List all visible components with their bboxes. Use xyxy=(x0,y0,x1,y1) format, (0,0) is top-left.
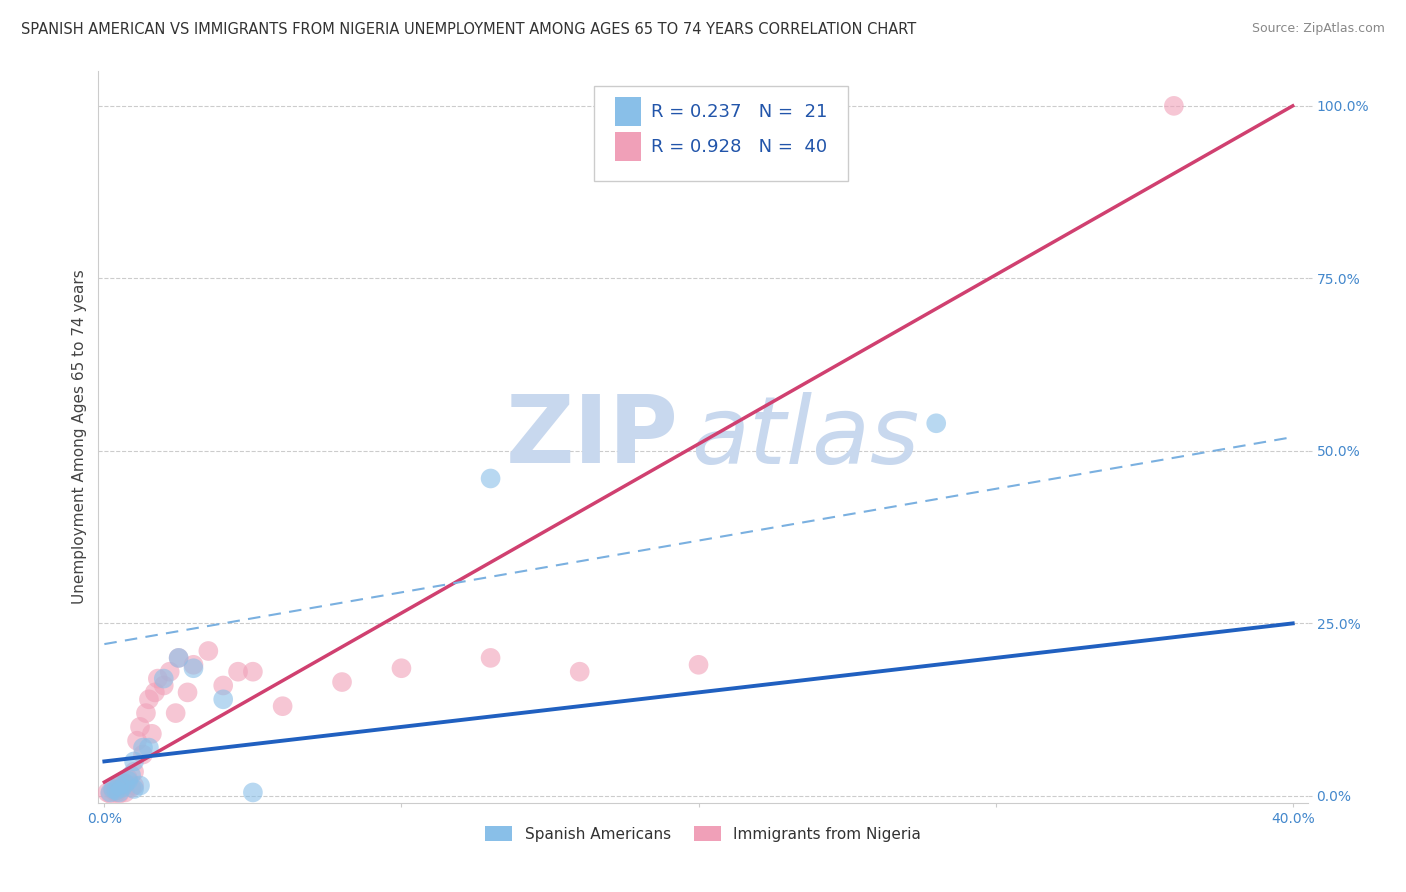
Point xyxy=(183,657,205,672)
Point xyxy=(111,780,134,795)
Point xyxy=(122,755,145,769)
Point xyxy=(1163,99,1185,113)
Bar xyxy=(614,97,641,127)
Point xyxy=(152,678,174,692)
Point xyxy=(111,775,134,789)
Point xyxy=(120,780,142,795)
Bar xyxy=(614,132,641,161)
Point xyxy=(212,692,235,706)
Point xyxy=(330,675,353,690)
Point xyxy=(688,657,710,672)
Point xyxy=(108,785,131,799)
Text: atlas: atlas xyxy=(690,392,920,483)
Point xyxy=(212,678,235,692)
Point xyxy=(117,773,139,788)
Point xyxy=(105,782,128,797)
Point xyxy=(129,779,152,793)
Point xyxy=(141,727,163,741)
Point xyxy=(105,783,128,797)
Point xyxy=(197,644,219,658)
FancyBboxPatch shape xyxy=(595,86,848,181)
Point xyxy=(143,685,166,699)
Point xyxy=(98,785,121,799)
Text: SPANISH AMERICAN VS IMMIGRANTS FROM NIGERIA UNEMPLOYMENT AMONG AGES 65 TO 74 YEA: SPANISH AMERICAN VS IMMIGRANTS FROM NIGE… xyxy=(21,22,917,37)
Point xyxy=(183,661,205,675)
Point xyxy=(167,651,190,665)
Point xyxy=(925,417,948,431)
Point xyxy=(138,740,160,755)
Text: Source: ZipAtlas.com: Source: ZipAtlas.com xyxy=(1251,22,1385,36)
Point xyxy=(271,699,294,714)
Point xyxy=(96,785,118,799)
Point xyxy=(391,661,413,675)
Point xyxy=(108,787,131,801)
Point xyxy=(98,787,121,801)
Point xyxy=(479,471,502,485)
Point xyxy=(165,706,187,720)
Point xyxy=(108,779,131,793)
Point xyxy=(103,782,125,797)
Point xyxy=(479,651,502,665)
Text: R = 0.237   N =  21: R = 0.237 N = 21 xyxy=(651,103,827,120)
Point xyxy=(105,785,128,799)
Point xyxy=(114,785,136,799)
Point xyxy=(122,782,145,797)
Point xyxy=(120,768,142,782)
Point xyxy=(103,783,125,797)
Point xyxy=(167,651,190,665)
Point xyxy=(114,776,136,790)
Point xyxy=(114,776,136,790)
Point xyxy=(108,779,131,793)
Point xyxy=(242,785,264,799)
Point xyxy=(111,780,134,795)
Point xyxy=(226,665,249,679)
Point xyxy=(152,672,174,686)
Point xyxy=(568,665,591,679)
Point xyxy=(132,747,155,762)
Point xyxy=(159,665,181,679)
Text: R = 0.928   N =  40: R = 0.928 N = 40 xyxy=(651,137,827,156)
Point xyxy=(129,720,152,734)
Point xyxy=(176,685,198,699)
Point xyxy=(146,672,169,686)
Y-axis label: Unemployment Among Ages 65 to 74 years: Unemployment Among Ages 65 to 74 years xyxy=(72,269,87,605)
Point xyxy=(242,665,264,679)
Point xyxy=(132,740,155,755)
Point xyxy=(125,733,148,747)
Text: ZIP: ZIP xyxy=(506,391,679,483)
Point xyxy=(122,779,145,793)
Point xyxy=(117,772,139,786)
Point xyxy=(135,706,157,720)
Point xyxy=(138,692,160,706)
Legend: Spanish Americans, Immigrants from Nigeria: Spanish Americans, Immigrants from Niger… xyxy=(478,820,928,847)
Point xyxy=(122,764,145,779)
